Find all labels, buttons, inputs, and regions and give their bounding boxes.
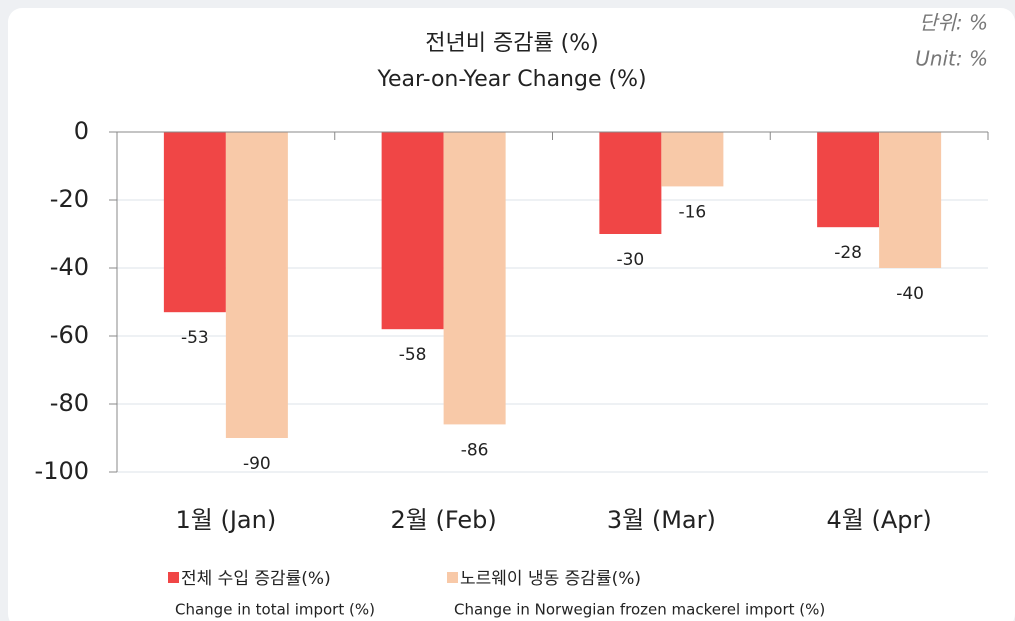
y-tick-label: -100	[35, 457, 89, 485]
y-tick-label: -20	[50, 185, 89, 213]
data-label: -53	[181, 328, 209, 348]
x-tick-label: 4월 (Apr)	[827, 506, 932, 534]
bar	[225, 132, 288, 438]
legend-label-en: Change in total import (%)	[175, 601, 375, 619]
data-label: -58	[399, 345, 427, 365]
data-label: -40	[896, 284, 924, 304]
bar	[879, 132, 942, 268]
y-tick-label: 0	[74, 117, 89, 145]
bar	[443, 132, 506, 425]
bar	[163, 132, 226, 313]
data-label: -90	[243, 454, 271, 474]
y-tick-label: -60	[50, 321, 89, 349]
data-label: -28	[834, 243, 862, 263]
y-tick-label: -40	[50, 253, 89, 281]
chart-title: 전년비 증감률 (%)	[425, 31, 599, 56]
data-label: -16	[678, 202, 706, 222]
unit-note-en: Unit: %	[915, 47, 988, 71]
y-tick-label: -80	[50, 389, 89, 417]
legend-label: 전체 수입 증감률(%)	[181, 569, 331, 589]
bar	[381, 132, 444, 330]
data-label: -30	[616, 250, 644, 270]
bar	[661, 132, 724, 187]
chart-subtitle: Year-on-Year Change (%)	[376, 67, 646, 92]
data-label: -86	[461, 440, 489, 460]
x-tick-label: 2월 (Feb)	[391, 506, 497, 534]
bar	[599, 132, 662, 234]
unit-note: 단위: %	[919, 11, 988, 35]
x-tick-label: 1월 (Jan)	[176, 506, 277, 534]
legend-label-en: Change in Norwegian frozen mackerel impo…	[454, 601, 825, 619]
legend-swatch	[168, 572, 179, 583]
bar	[817, 132, 880, 228]
x-tick-label: 3월 (Mar)	[607, 506, 716, 534]
legend-label: 노르웨이 냉동 증감률(%)	[460, 569, 641, 589]
legend-swatch	[447, 572, 458, 583]
